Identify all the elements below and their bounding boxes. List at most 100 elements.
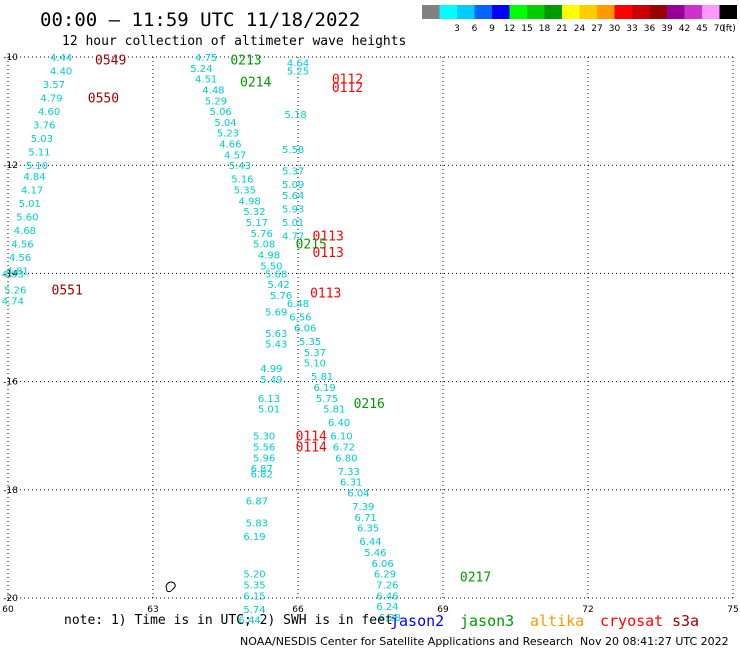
swh-point: 5.37 <box>282 167 304 178</box>
legend-swatch <box>492 5 510 19</box>
legend-swatch <box>562 5 580 19</box>
axis-ticks: 60 63 66 69 72 75 -10 -12 -14 -16 -18 -20 <box>2 53 738 615</box>
pass-label: 0114 <box>296 441 327 456</box>
legend-swatch <box>422 5 440 19</box>
swh-point: 6.44 <box>239 616 261 627</box>
satellite-jason2: jason2 <box>390 612 444 630</box>
swh-point: 5.30 <box>253 432 275 443</box>
pass-label: 0213 <box>230 54 261 69</box>
swh-point: 4.99 <box>260 364 282 375</box>
swh-point: 5.46 <box>364 548 386 559</box>
swh-point: 5.81 <box>311 372 333 383</box>
swh-point: 6.10 <box>330 432 352 443</box>
swh-point: 4.44 <box>50 53 72 64</box>
swh-point: 4.40 <box>50 67 72 78</box>
swh-point: 5.69 <box>265 307 287 318</box>
observations: 4.444.403.574.794.603.765.035.115.104.84… <box>2 53 401 627</box>
swh-point: 6.71 <box>355 513 377 524</box>
swh-point: 5.43 <box>229 161 251 172</box>
y-tick-label: -16 <box>3 378 18 388</box>
swh-point: 4.48 <box>202 85 224 96</box>
swh-point: 5.43 <box>265 340 287 351</box>
swh-point: 6.28 <box>379 613 401 624</box>
swh-point: 5.96 <box>253 453 275 464</box>
pass-label: 0112 <box>332 81 363 96</box>
legend-swatch <box>719 5 737 19</box>
x-tick-label: 63 <box>147 605 158 615</box>
swh-point: 5.42 <box>268 280 290 291</box>
legend-label: 9 <box>489 24 495 34</box>
swh-point: 5.56 <box>253 443 275 454</box>
swh-point: 4.75 <box>195 53 217 64</box>
chart-subtitle: 12 hour collection of altimeter wave hei… <box>62 34 406 49</box>
swh-point: 7.33 <box>338 467 360 478</box>
pass-label: 0114 <box>296 430 327 445</box>
legend-label: 42 <box>679 24 690 34</box>
swh-point: 6.82 <box>251 470 273 481</box>
pass-label: 0217 <box>460 570 491 585</box>
satellite-s3a: s3a <box>672 612 699 630</box>
swh-point: 6.56 <box>289 313 311 324</box>
swh-point: 6.72 <box>333 443 355 454</box>
swh-point: 5.04 <box>214 118 236 129</box>
legend-swatch <box>702 5 720 19</box>
swh-point: 5.25 <box>287 67 309 78</box>
credit-text: NOAA/NESDIS Center for Satellite Applica… <box>240 635 573 648</box>
legend-label: 6 <box>472 24 478 34</box>
legend-label: 33 <box>626 24 637 34</box>
swh-point: 5.10 <box>26 161 48 172</box>
legend-swatch <box>457 5 475 19</box>
pass-label: 0215 <box>296 238 327 253</box>
legend-label: 45 <box>696 24 707 34</box>
swh-point: 6.19 <box>243 532 265 543</box>
legend-swatch <box>614 5 632 19</box>
swh-point: 4.68 <box>14 226 36 237</box>
swh-point: 6.44 <box>359 537 381 548</box>
y-tick-label: -20 <box>3 594 18 604</box>
swh-point: 6.46 <box>376 591 398 602</box>
legend-swatch <box>579 5 597 19</box>
swh-point: 5.20 <box>243 570 265 581</box>
legend-label: 15 <box>521 24 532 34</box>
pass-label: 0113 <box>313 230 344 245</box>
swh-point: 7.26 <box>376 580 398 591</box>
swh-point: 5.26 <box>4 286 26 297</box>
swh-point: 5.01 <box>282 218 304 229</box>
swh-point: 6.06 <box>294 324 316 335</box>
swh-point: 4.56 <box>11 240 33 251</box>
swh-point: 4.84 <box>23 172 45 183</box>
satellite-cryosat: cryosat <box>600 612 663 630</box>
legend-swatch <box>667 5 685 19</box>
swh-point: 4.77 <box>282 232 304 243</box>
swh-point: 5.76 <box>251 229 273 240</box>
legend-label: 21 <box>556 24 567 34</box>
swh-point: 5.18 <box>284 110 306 121</box>
legend-label: 18 <box>539 24 551 34</box>
footer-note: note: 1) Time is in UTC; 2) SWH is in fe… <box>64 613 393 628</box>
swh-point: 6.06 <box>371 559 393 570</box>
y-tick-label: -12 <box>3 161 18 171</box>
legend-label: 36 <box>644 24 656 34</box>
grid-lines <box>7 56 734 599</box>
swh-point: 5.16 <box>231 175 253 186</box>
y-tick-label: -10 <box>3 53 18 63</box>
legend-swatch <box>439 5 457 19</box>
swh-point: 6.24 <box>376 602 398 613</box>
swh-point: 4.60 <box>38 107 60 118</box>
swh-point: 6.87 <box>246 497 268 508</box>
swh-point: 6.13 <box>258 394 280 405</box>
swh-point: 5.75 <box>316 394 338 405</box>
swh-point: 5.23 <box>217 129 239 140</box>
legend-swatch <box>684 5 702 19</box>
legend-label: 30 <box>609 24 621 34</box>
swh-point: 5.17 <box>246 218 268 229</box>
satellite-legend: jason2 jason3 altika cryosat s3a <box>390 612 699 630</box>
chart-title: 00:00 – 11:59 UTC 11/18/2022 <box>40 9 360 31</box>
legend-swatch <box>544 5 562 19</box>
swh-point: 5.32 <box>243 207 265 218</box>
legend-swatch <box>509 5 527 19</box>
swh-point: 5.35 <box>234 186 256 197</box>
x-tick-label: 72 <box>582 605 593 615</box>
swh-point: 5.64 <box>282 191 304 202</box>
legend-swatch <box>474 5 492 19</box>
